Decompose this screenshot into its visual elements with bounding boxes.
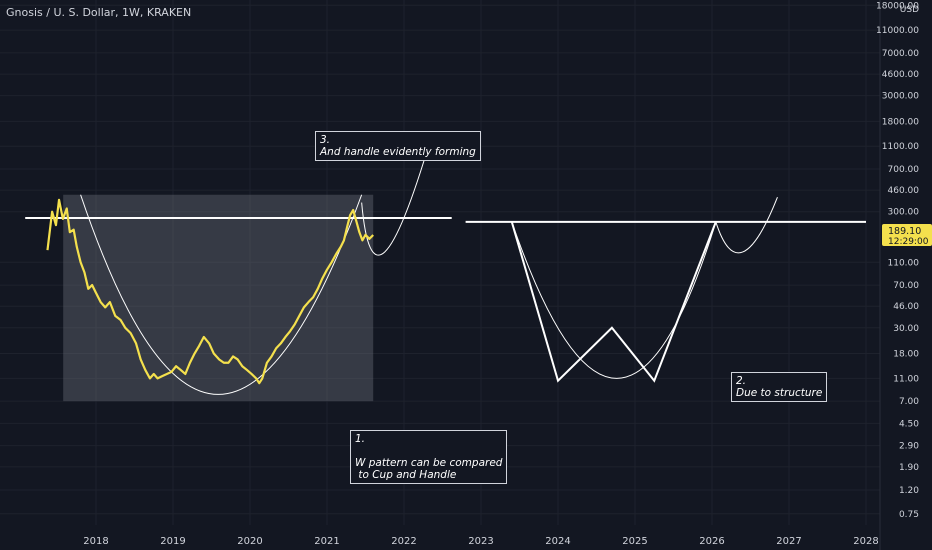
price-scale[interactable]: 18000.00 11000.00 7000.00 4600.00 3000.00 180… [876,0,932,550]
y-tick-label: 1800.00 [882,117,919,127]
y-tick-label: 2.90 [899,442,919,452]
y-tick-label: 3000.00 [882,92,919,102]
x-tick-2019: 2019 [160,536,185,547]
y-tick-label: 4.50 [899,419,919,429]
cup-curve-right [511,221,717,379]
x-tick-2023: 2023 [468,536,493,547]
x-tick-2025: 2025 [622,536,647,547]
y-tick-label: 1.90 [899,463,919,473]
cup-curve-left [80,194,363,395]
y-tick-label: 700.00 [888,165,920,175]
currency-label: USD [900,5,919,15]
highlight-box [63,194,374,402]
x-tick-2024: 2024 [545,536,570,547]
y-tick-label: 0.75 [899,510,919,520]
x-tick-2028: 2028 [853,536,878,547]
y-tick-label: 18.00 [893,350,919,360]
last-price-badge [882,223,932,246]
y-tick-label: 30.00 [893,324,919,334]
y-tick-label: 300.00 [888,208,920,218]
y-tick-label: 1100.00 [882,142,919,152]
annotation-note-2[interactable]: 2. Due to structure [731,372,828,402]
x-tick-2021: 2021 [314,536,339,547]
y-tick-label: 110.00 [888,258,920,268]
bar-countdown: 12:29:00 [888,237,929,247]
handle-curve-left [361,137,432,256]
symbol-title[interactable]: Gnosis / U. S. Dollar, 1W, KRAKEN [6,6,192,19]
price-series-layer [46,198,374,385]
time-axis[interactable]: 2018 2019 2020 2021 2022 2023 2024 2025 2026 2027… [83,536,878,547]
x-tick-2020: 2020 [237,536,262,547]
w-pattern-line [510,221,717,383]
last-price-value: 189.10 [888,226,921,237]
x-tick-2018: 2018 [83,536,108,547]
y-tick-label: 70.00 [893,281,919,291]
y-tick-label: 18000.00 [876,1,919,11]
y-tick-label: 7.00 [899,397,919,407]
x-tick-2022: 2022 [391,536,416,547]
y-tick-label: 460.00 [888,186,920,196]
y-tick-label: 4600.00 [882,70,919,80]
y-tick-label: 1.20 [899,486,919,496]
y-tick-label: 11000.00 [876,26,919,36]
x-tick-2026: 2026 [699,536,724,547]
handle-curve-right [715,197,778,254]
price-line [46,198,374,385]
x-tick-2027: 2027 [776,536,801,547]
annotation-note-3[interactable]: 3. And handle evidently forming [315,131,481,161]
y-tick-label: 11.00 [893,374,919,384]
y-tick-label: 46.00 [893,302,919,312]
y-tick-label: 7000.00 [882,49,919,59]
drawing-layer[interactable] [25,137,866,402]
annotation-note-1[interactable]: 1. W pattern can be compared to Cup and … [350,430,508,484]
